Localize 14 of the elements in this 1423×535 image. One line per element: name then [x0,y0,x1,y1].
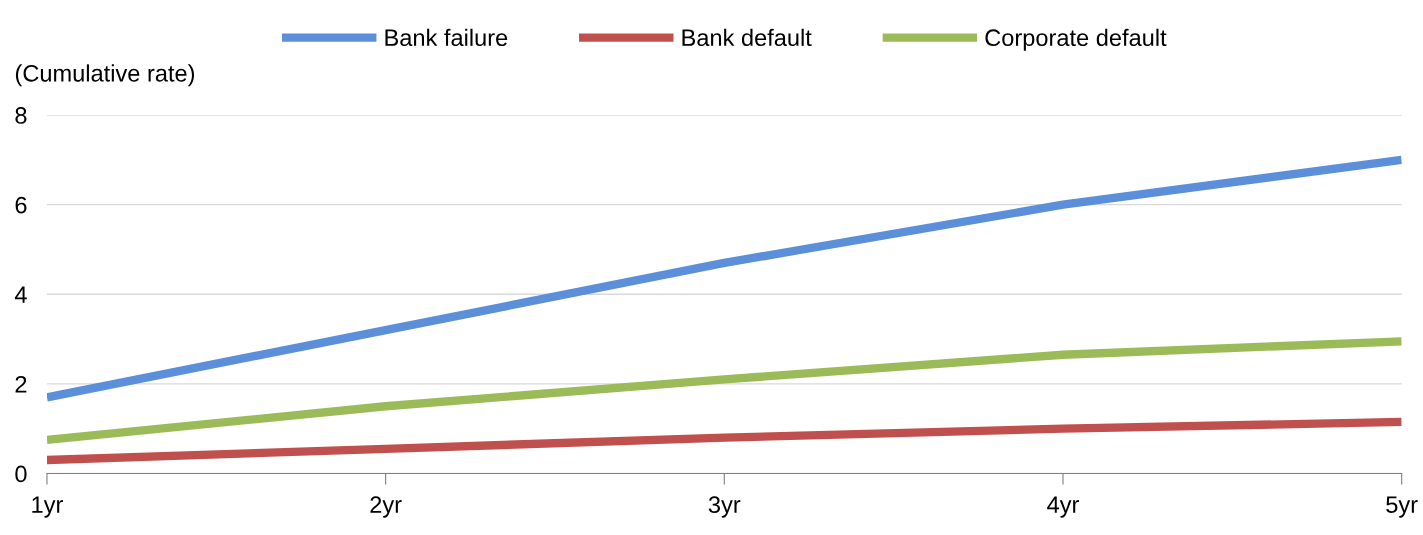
legend-label: Bank failure [385,28,508,47]
x-tick-label: 3yr [708,496,741,518]
x-tick-label: 2yr [370,496,402,518]
x-tick-label: 1yr [32,496,63,518]
y-tick-label: 0 [15,465,27,483]
y-tick-label: 8 [15,107,27,124]
y-tick-label: 6 [15,196,27,214]
y-tick-label: 2 [15,375,27,393]
x-tick-label: 5yr [1386,496,1418,518]
y-axis-title: (Cumulative rate) [15,64,195,87]
legend-label: Corporate default [985,28,1167,51]
y-tick-label: 4 [14,286,27,303]
legend-label: Bank default [682,28,812,47]
x-tick-label: 4yr [1047,496,1079,518]
